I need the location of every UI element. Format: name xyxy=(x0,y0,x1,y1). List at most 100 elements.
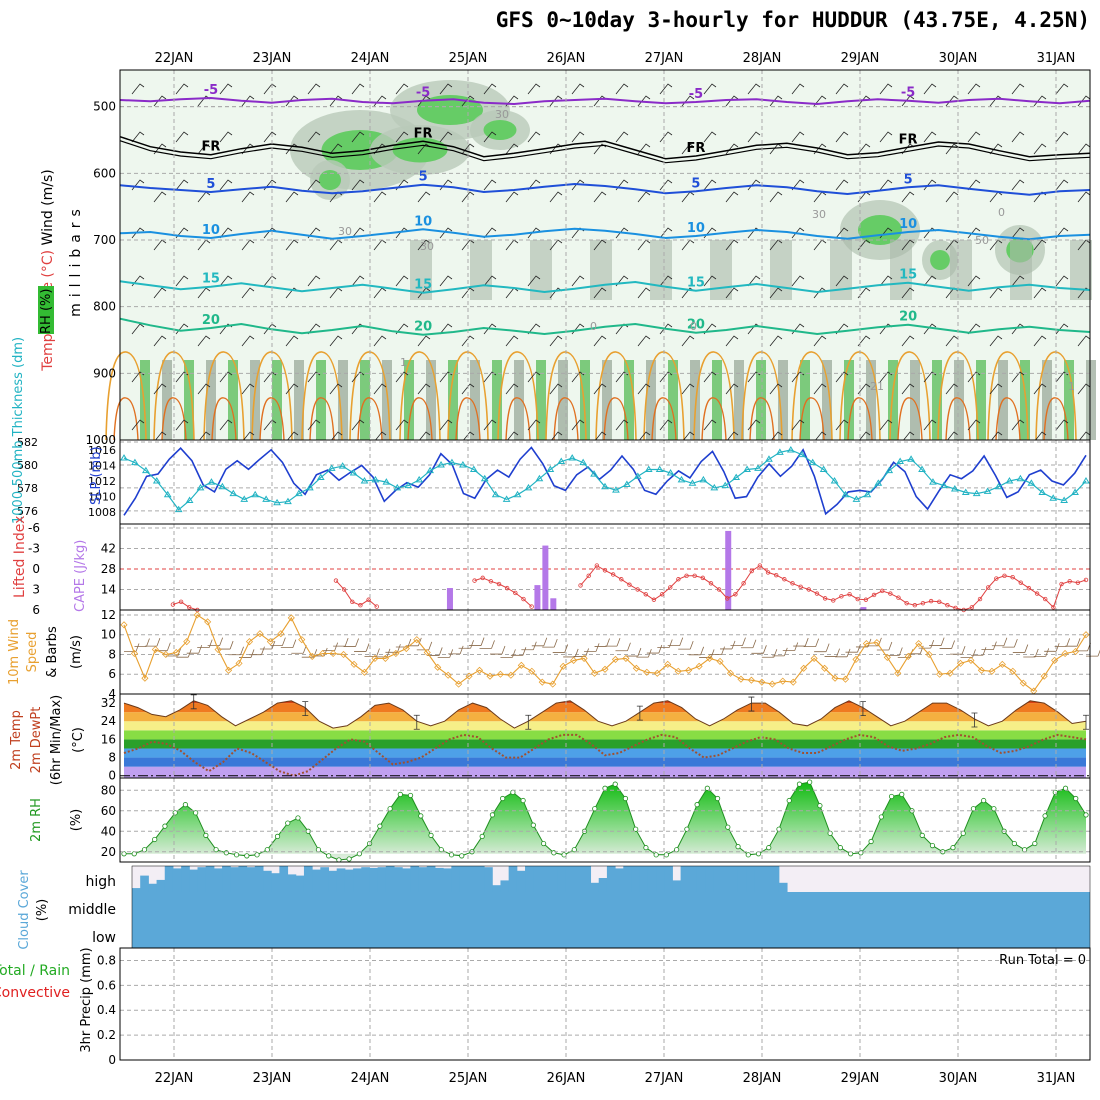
rh-marker xyxy=(500,795,506,802)
wind-barb xyxy=(505,143,519,155)
wind-marker xyxy=(915,640,923,648)
cloud-high-bar xyxy=(426,866,436,892)
wind-barb xyxy=(813,431,827,443)
cloud-high-bar xyxy=(541,866,551,892)
wind-barb xyxy=(747,131,761,143)
wind-barb xyxy=(417,335,431,347)
wind-barb xyxy=(461,383,475,395)
wind10-barb xyxy=(835,648,851,658)
thickness-marker xyxy=(688,479,697,486)
wind10-barb xyxy=(489,645,506,655)
wind-marker xyxy=(862,640,870,648)
wind-barb xyxy=(1077,191,1091,203)
isotherm-label: 20 xyxy=(687,318,705,333)
wind-barb xyxy=(285,335,299,347)
wind-marker xyxy=(360,668,369,676)
wind-marker xyxy=(810,654,818,662)
wind-barb xyxy=(153,143,167,155)
panel-wind10m xyxy=(119,609,1091,695)
ylabel-temp: 2m DewPt xyxy=(29,707,44,774)
thickness-marker xyxy=(841,490,850,498)
wind-barb xyxy=(219,83,233,95)
wind10-barb xyxy=(531,637,548,647)
rh-patch xyxy=(950,240,972,300)
wind-barb xyxy=(329,143,343,155)
thickness-marker xyxy=(568,454,577,461)
wind-marker xyxy=(329,649,337,658)
wind-barb xyxy=(395,419,409,431)
isotherm-arc-warm xyxy=(407,397,433,441)
rh-marker xyxy=(530,822,536,828)
ytick-cape: 14 xyxy=(101,583,116,597)
rh-column xyxy=(800,360,810,440)
wind10-barb xyxy=(448,645,464,655)
thickness-marker xyxy=(480,474,489,482)
rh-patch xyxy=(830,240,852,300)
cloud-high-bar xyxy=(205,866,215,892)
wind10-barb xyxy=(1054,638,1071,647)
thickness-marker xyxy=(852,495,861,502)
lifted-marker xyxy=(659,592,665,597)
wind-barb xyxy=(153,383,167,395)
run-total: Run Total = 0 xyxy=(999,953,1086,968)
lifted-marker xyxy=(610,572,616,577)
ytick-rh: 80 xyxy=(101,783,116,797)
temp-band xyxy=(124,766,1086,778)
rh-marker xyxy=(848,851,854,857)
thickness-marker xyxy=(196,483,205,491)
wind-marker xyxy=(747,676,755,684)
thickness-marker xyxy=(797,450,806,458)
wind-barb xyxy=(549,431,563,443)
lifted-marker xyxy=(496,581,502,587)
wind-barb xyxy=(241,143,255,155)
wind-marker xyxy=(496,670,505,678)
rh-marker xyxy=(326,853,332,859)
lifted-marker xyxy=(765,570,771,575)
ylabel-temp: (6hr Min/Max) xyxy=(49,695,64,785)
ytick-wind: 4 xyxy=(108,687,116,701)
cloud-high-bar xyxy=(639,866,649,892)
wind-barb xyxy=(417,287,431,299)
isotherm-arc-warm xyxy=(651,397,677,441)
wind-barb xyxy=(1077,95,1091,107)
isotherm-arc-warm xyxy=(357,397,383,441)
wind-marker xyxy=(559,662,567,670)
wind-barb xyxy=(285,239,299,251)
thickness-marker xyxy=(185,496,194,503)
rh-marker xyxy=(1083,812,1089,818)
ytick-precip: 0.6 xyxy=(97,978,116,992)
wind-marker xyxy=(402,644,410,653)
rh-core xyxy=(483,120,517,140)
wind-barb xyxy=(483,227,497,239)
lifted-marker xyxy=(170,602,176,607)
rh-marker xyxy=(807,779,813,785)
rh-marker xyxy=(1011,840,1017,847)
thickness-marker xyxy=(152,477,161,484)
rh-label: 21 xyxy=(870,380,884,393)
wind-marker xyxy=(1082,631,1090,639)
wind-barb xyxy=(659,419,673,431)
cloud-high-bar xyxy=(484,867,493,892)
thickness-marker xyxy=(1005,477,1014,484)
cloud-high-bar xyxy=(762,866,772,892)
wind-barb xyxy=(505,431,519,443)
wind-barb xyxy=(1033,143,1047,155)
rh-marker xyxy=(418,813,424,819)
isotherm-label: 10 xyxy=(414,214,432,229)
rh-marker xyxy=(131,851,137,857)
isotherm-arc-warm xyxy=(897,397,923,441)
wind-barb xyxy=(593,335,607,347)
wind-barb xyxy=(923,371,937,383)
cloud-high-bar xyxy=(500,880,510,892)
rh-marker xyxy=(684,826,690,832)
wind10-barb xyxy=(960,649,976,658)
panel-lifted-cape xyxy=(119,523,1091,611)
rh-column xyxy=(162,360,172,440)
wind-barb xyxy=(967,275,981,287)
ytick-precip: 0.4 xyxy=(97,1003,116,1017)
lifted-marker xyxy=(619,577,624,582)
date-label-top: 25JAN xyxy=(449,51,488,66)
rh-label: 1 xyxy=(1068,380,1075,393)
wind-marker xyxy=(538,678,546,686)
cloud-high-bar xyxy=(148,883,158,892)
